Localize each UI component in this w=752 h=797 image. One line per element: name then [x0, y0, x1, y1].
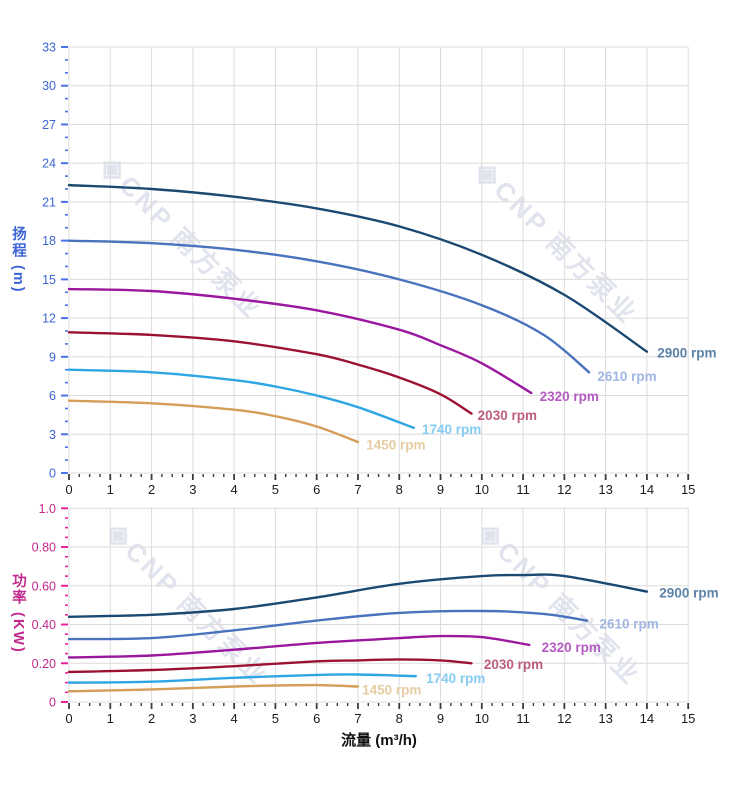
power-x-tick-label: 11: [516, 711, 530, 726]
head-y-tick-label: 30: [42, 79, 56, 93]
head-curve-2320-rpm: [67, 287, 533, 395]
power-y-tick-label: 0: [49, 696, 56, 710]
power-y-tick-label: 0.80: [32, 541, 56, 555]
head-curve-2900-rpm: [67, 183, 649, 353]
power-x-tick-label: 0: [65, 711, 72, 726]
power-series-label-1740-rpm: 1740 rpm: [426, 671, 485, 686]
power-x-tick-label: 2: [148, 711, 155, 726]
power-x-tick-label: 13: [598, 711, 612, 726]
head-y-tick-label: 9: [49, 350, 56, 364]
head-series-label-1740-rpm: 1740 rpm: [422, 422, 481, 437]
head-x-tick-label: 6: [313, 482, 320, 497]
power-x-tick-label: 8: [396, 711, 403, 726]
head-axis-title-text: 扬程: [9, 226, 26, 259]
head-series-label-2030-rpm: 2030 rpm: [478, 408, 537, 423]
head-axis-title: 扬程 (m): [9, 226, 26, 294]
head-y-tick-label: 24: [42, 157, 56, 171]
power-x-tick-label: 10: [475, 711, 489, 726]
power-axis-title: 功率 (KW): [9, 573, 26, 654]
head-y-tick-label: 12: [42, 312, 56, 326]
head-x-tick-label: 5: [272, 482, 279, 497]
head-y-tick-label: 18: [42, 234, 56, 248]
head-x-tick-label: 10: [475, 482, 489, 497]
power-x-tick-label: 9: [437, 711, 444, 726]
power-series-label-2610-rpm: 2610 rpm: [599, 617, 658, 632]
power-x-tick-label: 3: [189, 711, 196, 726]
head-x-tick-label: 3: [189, 482, 196, 497]
power-y-tick-label: 0.40: [32, 618, 56, 632]
power-series-label-2900-rpm: 2900 rpm: [659, 586, 718, 601]
head-x-tick-label: 8: [396, 482, 403, 497]
power-curve-1740-rpm: [67, 673, 417, 684]
power-series-label-1450-rpm: 1450 rpm: [362, 682, 421, 697]
head-x-tick-label: 7: [354, 482, 361, 497]
head-x-tick-label: 4: [231, 482, 238, 497]
power-x-tick-label: 6: [313, 711, 320, 726]
head-x-tick-label: 12: [557, 482, 571, 497]
power-x-tick-label: 1: [107, 711, 114, 726]
head-y-tick-label: 3: [49, 428, 56, 442]
head-x-tick-label: 15: [681, 482, 695, 497]
power-x-tick-label: 5: [272, 711, 279, 726]
head-x-tick-label: 13: [598, 482, 612, 497]
power-series-label-2320-rpm: 2320 rpm: [542, 640, 601, 655]
power-curve-2030-rpm: [67, 658, 473, 674]
head-series-label-2610-rpm: 2610 rpm: [597, 369, 656, 384]
power-series-label-2030-rpm: 2030 rpm: [484, 657, 543, 672]
head-x-tick-label: 0: [65, 482, 72, 497]
power-x-tick-label: 12: [557, 711, 571, 726]
head-y-tick-label: 21: [42, 195, 56, 209]
power-x-tick-label: 14: [640, 711, 654, 726]
head-y-tick-label: 6: [49, 389, 56, 403]
head-curve-1740-rpm: [67, 368, 415, 429]
power-x-tick-label: 4: [231, 711, 238, 726]
power-y-tick-label: 0.60: [32, 579, 56, 593]
power-y-tick-label: 0.20: [32, 657, 56, 671]
head-axis-unit: (m): [9, 265, 26, 294]
head-x-tick-label: 14: [640, 482, 654, 497]
power-curve-2320-rpm: [67, 634, 531, 659]
power-axis-unit: (KW): [9, 612, 26, 654]
head-curve-2030-rpm: [67, 331, 473, 415]
flow-axis-title: 流量 (m³/h): [341, 732, 417, 749]
power-curve-2610-rpm: [67, 609, 589, 641]
power-x-tick-label: 15: [681, 711, 695, 726]
power-axis-title-text: 功率: [9, 573, 26, 606]
head-y-tick-label: 15: [42, 273, 56, 287]
head-x-tick-label: 11: [516, 482, 530, 497]
head-y-tick-label: 33: [42, 41, 56, 55]
head-y-tick-label: 27: [42, 118, 56, 132]
head-curve-1450-rpm: [67, 399, 360, 444]
head-x-tick-label: 1: [107, 482, 114, 497]
head-curve-2610-rpm: [67, 239, 591, 374]
power-y-tick-label: 1.0: [39, 502, 56, 516]
head-series-label-2320-rpm: 2320 rpm: [540, 389, 599, 404]
head-series-label-2900-rpm: 2900 rpm: [657, 345, 716, 360]
head-x-tick-label: 9: [437, 482, 444, 497]
power-curve-1450-rpm: [67, 683, 360, 693]
head-series-label-1450-rpm: 1450 rpm: [366, 438, 425, 453]
head-x-tick-label: 2: [148, 482, 155, 497]
head-y-tick-label: 0: [49, 467, 56, 481]
power-x-tick-label: 7: [354, 711, 361, 726]
power-curve-2900-rpm: [67, 573, 649, 618]
